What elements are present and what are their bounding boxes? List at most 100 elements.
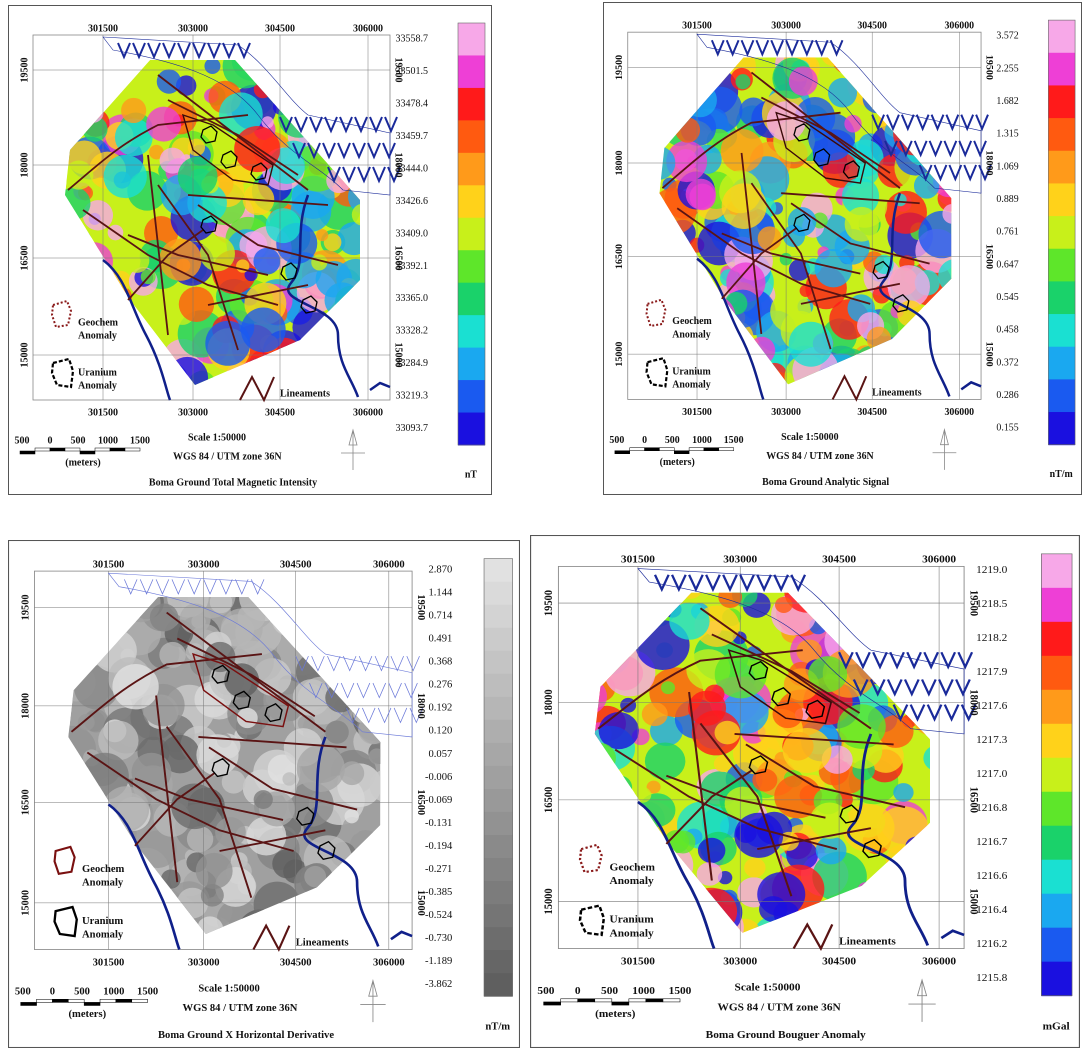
colorbar-swatch: [1048, 85, 1076, 119]
lake-symbol: [342, 166, 356, 184]
lake-symbol: [903, 679, 920, 697]
colorbar-swatch: [484, 858, 513, 882]
lake-symbol: [838, 651, 854, 670]
lake-symbol: [770, 39, 785, 57]
x-tick-label: 304500: [265, 407, 295, 418]
colorbar-swatch: [484, 788, 513, 813]
scale-label: 0: [575, 985, 581, 996]
grid-blob: [714, 720, 741, 745]
y-tick-label: 16500: [415, 789, 426, 815]
colorbar-label: 0.372: [996, 357, 1018, 368]
scale-text: Scale 1:50000: [198, 983, 259, 994]
y-tick-label: 18000: [20, 693, 31, 719]
y-tick-label: 16500: [393, 246, 404, 271]
grid-blob: [237, 603, 266, 631]
lineament: [147, 154, 169, 336]
x-tick-label: 304500: [822, 554, 857, 565]
lake-symbol: [124, 579, 138, 595]
grid-blob: [187, 138, 206, 157]
y-tick-label: 18000: [19, 153, 30, 178]
scale-segment: [34, 447, 51, 452]
uranium-outline: [250, 162, 268, 181]
scale-segment: [52, 999, 69, 1003]
lake-symbol: [928, 140, 943, 158]
grid-blob: [209, 597, 233, 614]
scale-segment: [674, 450, 690, 455]
lake-symbol: [388, 682, 402, 699]
lake-symbol: [362, 707, 376, 724]
uranium-outline: [220, 150, 238, 169]
grid-blob: [713, 755, 732, 773]
colorbar-label: 1217.3: [976, 735, 1008, 746]
grid-blob: [782, 727, 832, 773]
colorbar-label: 0.761: [996, 227, 1018, 238]
x-tick-label: 303000: [723, 554, 758, 565]
colorbar-label: 2.870: [428, 565, 452, 576]
uranium-outline: [793, 213, 811, 233]
lake-symbol: [324, 116, 338, 134]
y-tick-label: 15000: [19, 343, 30, 368]
projection-text: WGS 84 / UTM zone 36N: [183, 1003, 298, 1014]
lake-symbol: [372, 166, 386, 184]
colorbar-label: 0.057: [428, 749, 452, 760]
x-tick-label: 304500: [857, 407, 887, 418]
grid-blob: [808, 656, 848, 693]
grid-blob: [772, 699, 804, 729]
scale-segment: [629, 447, 645, 451]
uranium-outline: [748, 660, 769, 681]
grid-blob: [744, 857, 766, 878]
colorbar-label: 0.714: [428, 611, 453, 622]
uranium-outline: [839, 804, 860, 824]
lineament: [740, 152, 763, 335]
scale-text: Scale 1:50000: [735, 982, 801, 993]
colorbar-swatch: [484, 696, 513, 721]
lake-outline: [102, 36, 391, 196]
grid-blob: [369, 769, 381, 802]
lake-symbol: [948, 164, 963, 182]
scale-segment: [20, 1002, 37, 1006]
lake-symbol: [322, 142, 336, 160]
grid-blob: [788, 321, 833, 367]
uranium-outline: [793, 122, 811, 142]
legend-label: Uranium: [82, 916, 123, 927]
lake-symbol: [960, 704, 977, 722]
grid-blob: [236, 707, 258, 729]
lake-symbol: [203, 579, 217, 595]
y-tick-label: 18000: [543, 689, 555, 716]
lake-symbol: [906, 651, 922, 670]
uranium-outline: [748, 755, 769, 775]
grid-blob: [82, 200, 114, 231]
y-tick-label: 15000: [984, 342, 995, 367]
grid-blob: [759, 896, 788, 923]
scale-segment: [614, 450, 630, 455]
grid-blob: [809, 802, 850, 839]
unit-label: nT/m: [1050, 469, 1074, 480]
grid-blob: [721, 183, 767, 230]
lake-symbol: [940, 651, 957, 670]
scale-segment: [594, 998, 613, 1003]
lake-symbol: [139, 579, 154, 595]
lake-symbol: [800, 39, 814, 57]
unit-label: nT: [465, 469, 478, 480]
colorbar-swatch: [1041, 621, 1073, 657]
grid-blob: [739, 97, 768, 127]
lake-symbol: [155, 579, 170, 595]
scale-segment: [577, 998, 596, 1003]
unit-label: nT/m: [485, 1022, 510, 1033]
colorbar-swatch: [484, 627, 513, 652]
x-tick-label: 306000: [373, 957, 405, 968]
grid-blob: [114, 118, 153, 157]
lake-symbol: [309, 682, 323, 699]
colorbar-swatch: [1048, 281, 1076, 315]
grid-blob: [720, 129, 764, 173]
lineament: [699, 607, 872, 730]
x-tick-label: 301500: [93, 957, 125, 968]
colorbar-label: 1218.2: [976, 633, 1007, 644]
lake-symbol: [871, 114, 885, 132]
lake-symbol: [325, 682, 339, 699]
scale-unit: (meters): [69, 1009, 107, 1020]
colorbar-label: 33284.9: [396, 358, 429, 369]
x-tick-label: 303000: [771, 407, 801, 418]
colorbar-label: 33409.0: [396, 228, 429, 239]
grid-blob: [339, 761, 365, 786]
